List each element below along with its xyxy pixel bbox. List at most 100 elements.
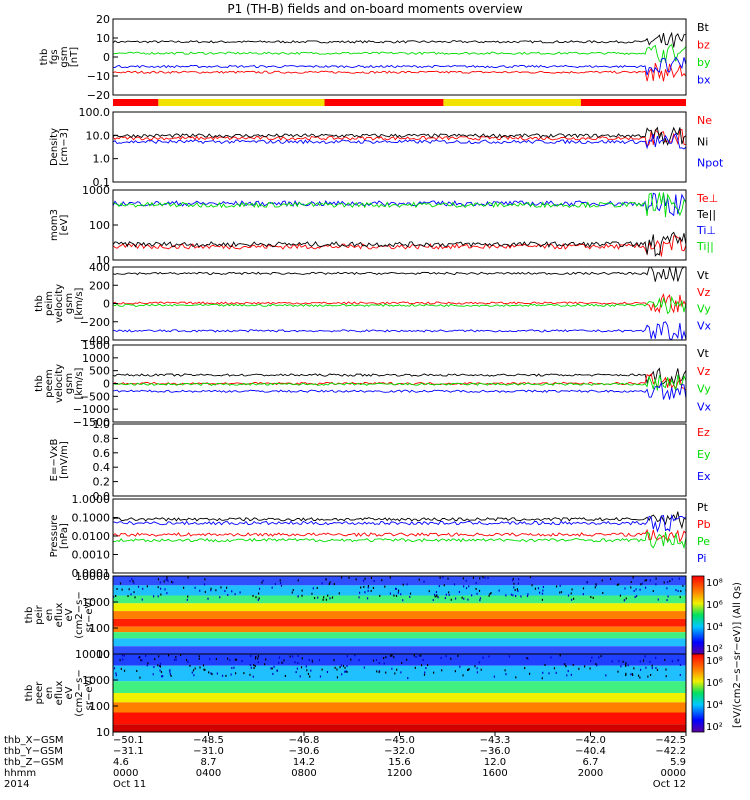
heatmap-noise — [122, 658, 124, 661]
colorbar-tick: 10² — [706, 722, 723, 733]
xaxis-value: 8.7 — [201, 757, 217, 768]
heatmap-noise — [278, 661, 280, 664]
heatmap-noise — [355, 578, 357, 581]
heatmap-noise — [600, 655, 602, 658]
heatmap-noise — [321, 668, 323, 671]
heatmap-noise — [276, 669, 278, 672]
heatmap-noise — [360, 586, 362, 589]
xaxis-value: 1200 — [387, 768, 412, 779]
heatmap-noise — [311, 661, 314, 664]
heatmap-noise — [224, 590, 226, 593]
heatmap-noise — [516, 588, 519, 591]
ylabel-fgs: [nT] — [69, 47, 80, 67]
heatmap-noise — [329, 581, 331, 584]
heatmap-noise — [617, 670, 619, 673]
heatmap-noise — [389, 592, 392, 595]
heatmap-noise — [397, 589, 400, 592]
xaxis-value: 0400 — [196, 768, 221, 779]
ylabel-efield: E=−VxB — [49, 439, 60, 482]
series-density-1 — [112, 126, 687, 146]
xaxis-value: Oct 11 — [113, 779, 146, 790]
legend-density-2: Npot — [697, 157, 724, 170]
heatmap-noise — [115, 672, 117, 675]
ytick-label-efield: 0.6 — [93, 447, 111, 460]
heatmap-noise — [140, 659, 142, 662]
heatmap-noise — [480, 668, 482, 671]
ytick-label-efield: 0.8 — [93, 432, 111, 445]
legend-pressure-1: Pb — [697, 518, 711, 531]
heatmap-noise — [141, 659, 143, 662]
heatmap-noise — [625, 674, 627, 677]
heatmap-noise — [595, 584, 597, 587]
ylabel-peer: peer — [34, 681, 45, 705]
heatmap-noise — [300, 666, 303, 669]
heatmap-noise — [526, 657, 528, 660]
heatmap-noise — [255, 656, 257, 659]
heatmap-noise — [284, 674, 286, 677]
heatmap-noise — [475, 581, 477, 584]
heatmap-noise — [609, 578, 612, 581]
heatmap-noise — [578, 667, 580, 670]
heatmap-noise — [611, 660, 613, 663]
heatmap-noise — [225, 586, 228, 589]
heatmap-noise — [153, 666, 155, 669]
heatmap-band-2 — [113, 681, 686, 693]
ytick-label-peir: 100 — [89, 622, 110, 635]
heatmap-noise — [437, 596, 439, 599]
heatmap-noise — [527, 657, 529, 660]
heatmap-noise — [586, 581, 588, 584]
heatmap-noise — [679, 673, 681, 676]
heatmap-noise — [317, 596, 319, 599]
heatmap-noise — [141, 598, 143, 601]
heatmap-noise — [169, 673, 171, 676]
heatmap-noise — [185, 659, 188, 662]
heatmap-noise — [331, 596, 334, 599]
heatmap-noise — [432, 599, 434, 602]
heatmap-noise — [385, 656, 387, 659]
heatmap-noise — [642, 659, 645, 662]
heatmap-noise — [664, 658, 666, 661]
heatmap-noise — [131, 578, 133, 581]
ytick-label-peim: 400 — [89, 261, 110, 274]
ytick-label-density: 10.0 — [86, 129, 111, 142]
heatmap-noise — [334, 666, 336, 669]
heatmap-noise — [179, 654, 182, 657]
legend-fgs-2: by — [697, 56, 711, 69]
heatmap-noise — [249, 673, 251, 676]
xaxis-value: −48.5 — [193, 735, 224, 746]
heatmap-noise — [207, 597, 209, 600]
heatmap-noise — [605, 674, 607, 677]
heatmap-noise — [363, 585, 365, 588]
heatmap-noise — [677, 590, 679, 593]
heatmap-noise — [479, 599, 481, 602]
series-peim-2 — [112, 295, 687, 315]
xaxis-value: −31.1 — [113, 746, 144, 757]
ytick-label-fgs: −10 — [87, 70, 110, 83]
heatmap-noise — [146, 664, 148, 667]
xaxis-row-label: thb_Y−GSM — [4, 746, 63, 757]
heatmap-noise — [308, 659, 310, 662]
heatmap-noise — [194, 667, 196, 670]
ylabel-peer: sr−eV) — [84, 676, 95, 711]
heatmap-noise — [158, 655, 160, 658]
heatmap-noise — [350, 658, 352, 661]
heatmap-noise — [341, 673, 343, 676]
colorbar-tick: 10⁸ — [706, 656, 723, 667]
legend-fgs-0: Bt — [697, 21, 710, 34]
heatmap-noise — [183, 586, 185, 589]
heatmap-noise — [424, 671, 426, 674]
heatmap-noise — [678, 577, 680, 580]
heatmap-noise — [565, 665, 567, 668]
ylabel-peer: eV — [64, 686, 75, 699]
heatmap-noise — [234, 658, 236, 661]
heatmap-noise — [346, 670, 348, 673]
ytick-label-peir: 1000 — [82, 596, 110, 609]
xaxis-value: 14.2 — [293, 757, 315, 768]
ytick-label-peem: 1000 — [82, 352, 110, 365]
ytick-label-peer: 10 — [96, 726, 110, 739]
heatmap-noise — [555, 585, 558, 588]
heatmap-noise — [123, 654, 125, 657]
ylabel-peir: (cm2−s− — [74, 591, 85, 638]
heatmap-noise — [447, 577, 449, 580]
